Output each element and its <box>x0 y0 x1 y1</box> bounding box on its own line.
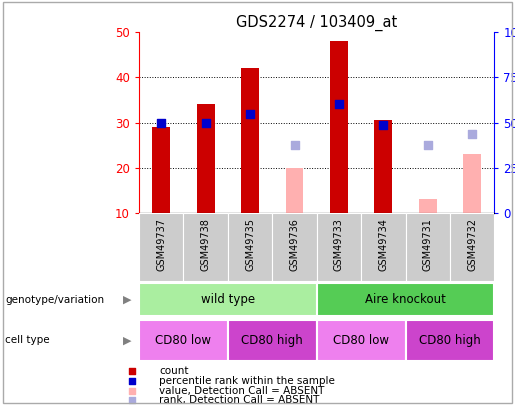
Point <box>424 142 432 148</box>
Bar <box>374 120 392 213</box>
Bar <box>330 41 348 213</box>
Bar <box>464 154 481 213</box>
Bar <box>139 283 317 316</box>
Bar <box>241 68 259 213</box>
Bar <box>139 213 183 281</box>
Title: GDS2274 / 103409_at: GDS2274 / 103409_at <box>236 15 398 31</box>
Text: wild type: wild type <box>201 293 255 306</box>
Text: GSM49731: GSM49731 <box>423 218 433 271</box>
Bar <box>152 127 170 213</box>
Bar <box>183 213 228 281</box>
Bar <box>286 168 303 213</box>
Bar <box>406 320 494 361</box>
Text: CD80 low: CD80 low <box>156 334 212 347</box>
Point <box>473 71 481 78</box>
Text: percentile rank within the sample: percentile rank within the sample <box>159 376 335 386</box>
Bar <box>139 320 228 361</box>
Text: GSM49734: GSM49734 <box>379 218 388 271</box>
Point <box>473 160 481 166</box>
Point <box>473 249 481 256</box>
Bar <box>450 213 494 281</box>
Text: GSM49738: GSM49738 <box>201 218 211 271</box>
Text: ▶: ▶ <box>123 295 131 305</box>
Text: GSM49736: GSM49736 <box>289 218 300 271</box>
Text: rank, Detection Call = ABSENT: rank, Detection Call = ABSENT <box>159 395 319 405</box>
Text: ▶: ▶ <box>123 335 131 345</box>
Point <box>201 119 210 126</box>
Bar <box>197 104 215 213</box>
Bar <box>361 213 405 281</box>
Text: CD80 high: CD80 high <box>242 334 303 347</box>
Text: Aire knockout: Aire knockout <box>365 293 446 306</box>
Bar <box>317 213 361 281</box>
Bar <box>228 320 317 361</box>
Text: GSM49732: GSM49732 <box>467 218 477 271</box>
Text: cell type: cell type <box>5 335 50 345</box>
Text: GSM49737: GSM49737 <box>156 218 166 271</box>
Bar <box>406 213 450 281</box>
Text: CD80 high: CD80 high <box>419 334 481 347</box>
Text: value, Detection Call = ABSENT: value, Detection Call = ABSENT <box>159 386 324 396</box>
Point <box>290 142 299 148</box>
Bar <box>317 320 406 361</box>
Point <box>335 101 343 108</box>
Text: GSM49733: GSM49733 <box>334 218 344 271</box>
Bar <box>419 199 437 213</box>
Text: CD80 low: CD80 low <box>333 334 389 347</box>
Text: count: count <box>159 366 188 376</box>
Bar <box>317 283 494 316</box>
Point <box>246 110 254 117</box>
Bar <box>228 213 272 281</box>
Text: genotype/variation: genotype/variation <box>5 295 104 305</box>
Point <box>468 130 476 137</box>
Bar <box>272 213 317 281</box>
Point <box>157 119 165 126</box>
Point <box>473 338 481 344</box>
Point <box>379 122 387 128</box>
Text: GSM49735: GSM49735 <box>245 218 255 271</box>
